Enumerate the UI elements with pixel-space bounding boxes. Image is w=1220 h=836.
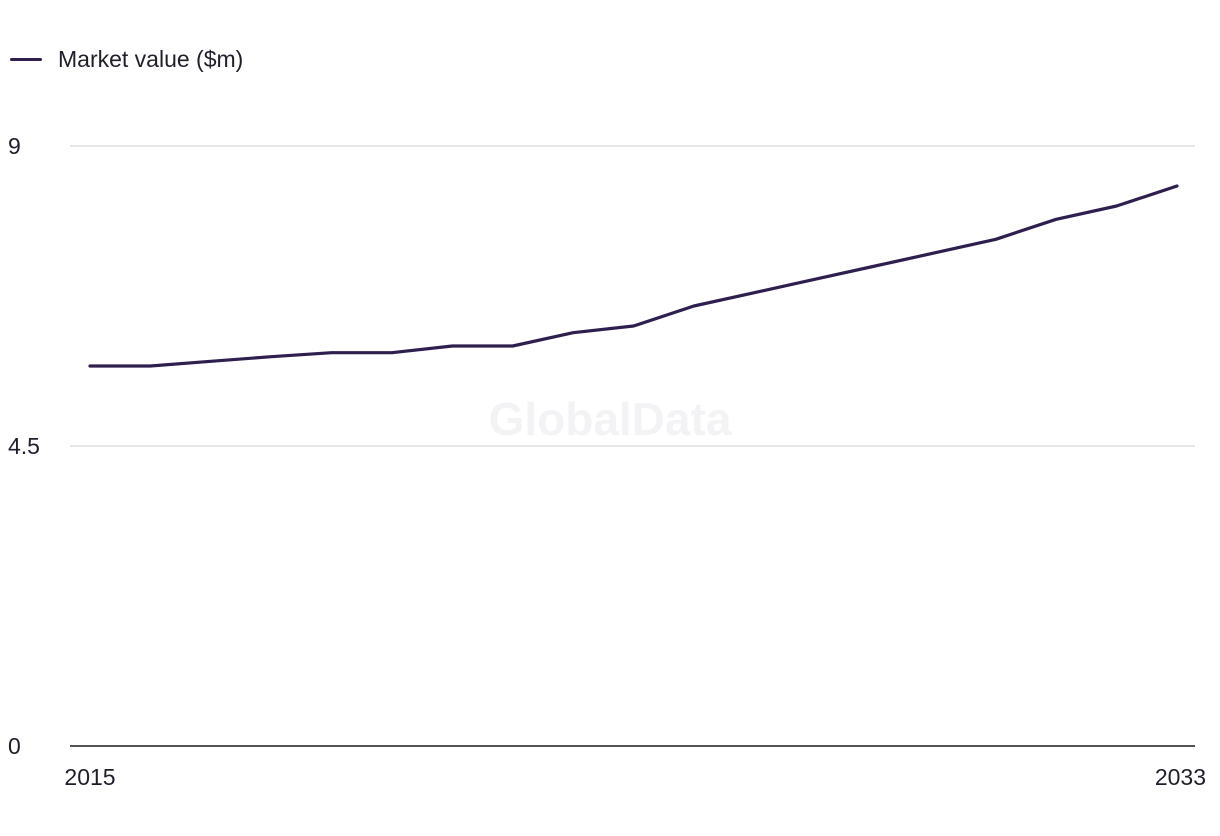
data-point bbox=[691, 303, 697, 309]
data-point bbox=[1053, 216, 1059, 222]
legend-swatch bbox=[10, 58, 42, 61]
x-tick-label: 2015 bbox=[64, 764, 115, 790]
data-point bbox=[1114, 203, 1120, 209]
data-point bbox=[147, 363, 153, 369]
data-point bbox=[208, 358, 214, 364]
data-point bbox=[932, 250, 938, 256]
legend-label: Market value ($m) bbox=[58, 46, 244, 72]
data-point bbox=[751, 290, 757, 296]
data-point bbox=[329, 350, 335, 356]
x-axis-ticks: 2015 2033 bbox=[64, 764, 1206, 790]
series-layer bbox=[87, 183, 1180, 369]
y-tick-label: 0 bbox=[8, 733, 21, 759]
x-tick-label: 2033 bbox=[1155, 764, 1206, 790]
data-point bbox=[268, 354, 274, 360]
watermark: GlobalData bbox=[489, 393, 732, 445]
y-axis-ticks: 04.59 bbox=[8, 133, 40, 759]
series-line-market-value bbox=[88, 184, 1179, 368]
data-point bbox=[812, 276, 818, 282]
data-point bbox=[1174, 183, 1180, 189]
y-tick-label: 4.5 bbox=[8, 433, 40, 459]
data-point bbox=[449, 343, 455, 349]
data-point bbox=[631, 323, 637, 329]
y-tick-label: 9 bbox=[8, 133, 21, 159]
data-point bbox=[87, 363, 93, 369]
data-point bbox=[570, 330, 576, 336]
data-point bbox=[993, 236, 999, 242]
data-point bbox=[510, 343, 516, 349]
gridlines bbox=[70, 145, 1195, 747]
data-point bbox=[389, 350, 395, 356]
data-point bbox=[872, 263, 878, 269]
legend: Market value ($m) bbox=[10, 46, 243, 73]
